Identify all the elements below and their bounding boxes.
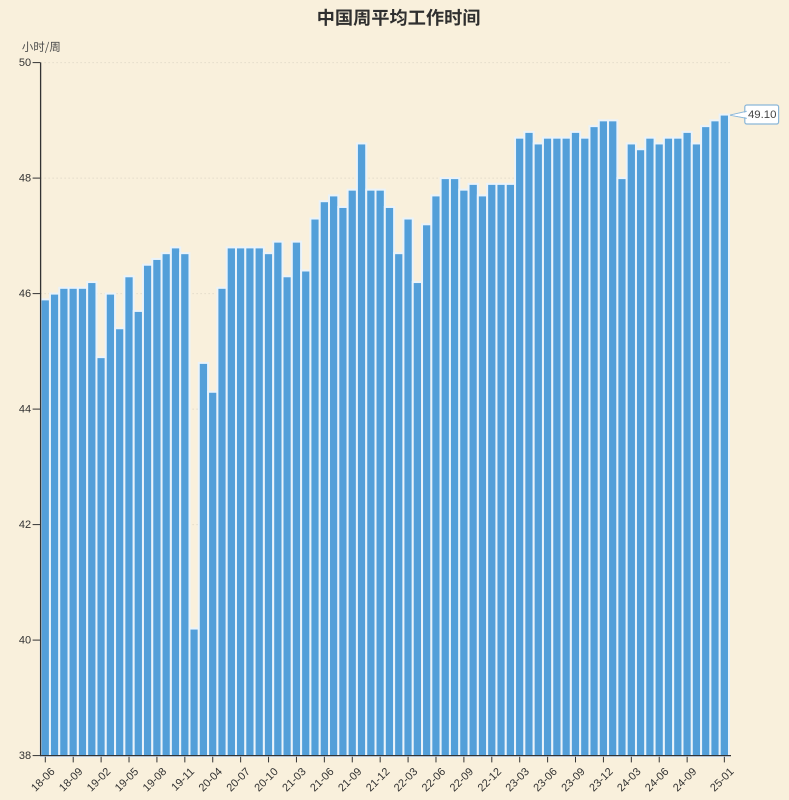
svg-text:50: 50 bbox=[19, 57, 31, 69]
svg-text:40: 40 bbox=[19, 635, 31, 647]
svg-text:42: 42 bbox=[19, 519, 31, 531]
svg-text:44: 44 bbox=[19, 404, 31, 416]
svg-text:49.10: 49.10 bbox=[748, 109, 777, 121]
svg-text:48: 48 bbox=[19, 173, 31, 185]
svg-text:38: 38 bbox=[19, 750, 31, 762]
svg-text:46: 46 bbox=[19, 288, 31, 300]
